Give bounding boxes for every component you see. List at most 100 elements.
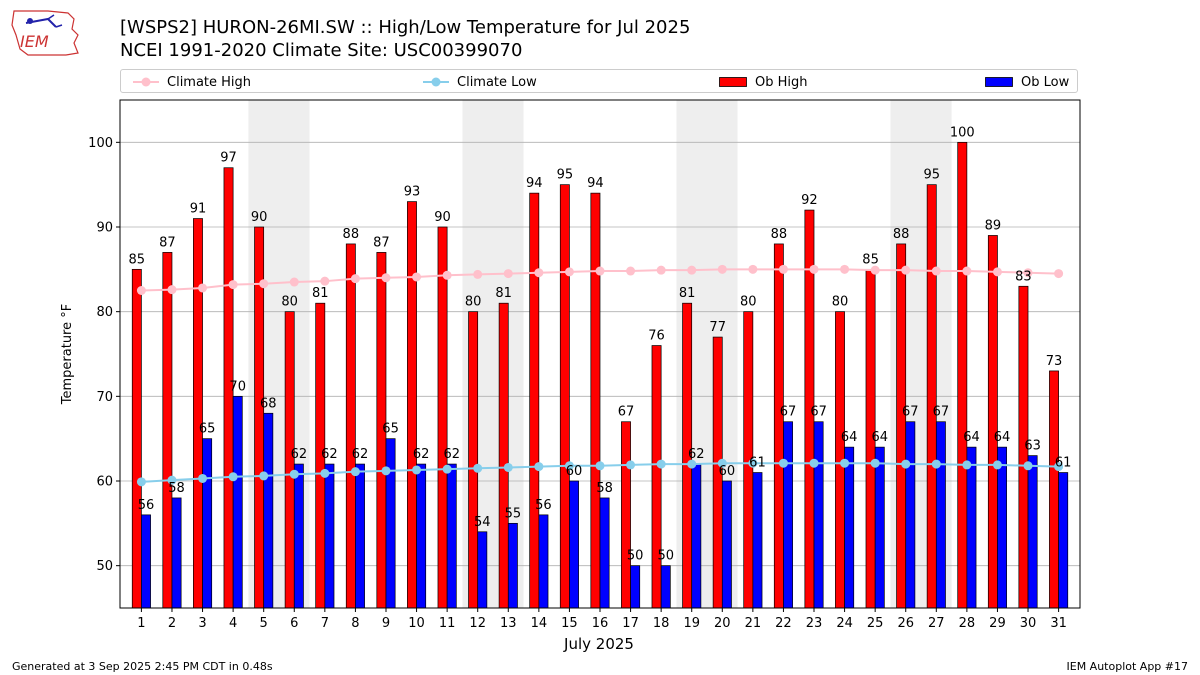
y-tick-label-90: 90 bbox=[96, 221, 113, 236]
point-climate-low-5 bbox=[259, 471, 269, 481]
label-ob-low-25: 64 bbox=[871, 430, 888, 445]
x-tick-label-19: 19 bbox=[683, 616, 700, 631]
point-climate-low-11 bbox=[442, 464, 452, 474]
point-climate-low-31 bbox=[1054, 462, 1064, 472]
x-tick-label-30: 30 bbox=[1020, 616, 1037, 631]
label-ob-high-28: 100 bbox=[950, 125, 975, 140]
point-climate-high-9 bbox=[381, 273, 391, 283]
point-climate-high-6 bbox=[289, 277, 299, 287]
point-climate-high-31 bbox=[1054, 269, 1064, 279]
point-climate-low-2 bbox=[167, 475, 177, 485]
label-ob-high-10: 93 bbox=[404, 185, 421, 200]
point-climate-high-15 bbox=[564, 267, 574, 277]
bar-ob-low-29 bbox=[997, 446, 1007, 609]
label-ob-low-12: 54 bbox=[474, 515, 491, 530]
label-ob-high-1: 85 bbox=[129, 252, 146, 267]
label-ob-high-6: 80 bbox=[281, 295, 298, 310]
point-climate-low-14 bbox=[534, 462, 544, 472]
bar-ob-low-2 bbox=[171, 497, 182, 609]
x-tick-label-13: 13 bbox=[500, 616, 517, 631]
label-ob-low-18: 50 bbox=[657, 549, 674, 564]
bar-ob-high-22 bbox=[773, 243, 784, 609]
x-tick-label-10: 10 bbox=[408, 616, 425, 631]
point-climate-low-12 bbox=[473, 463, 483, 473]
y-tick-label-50: 50 bbox=[96, 559, 113, 574]
label-ob-high-8: 88 bbox=[343, 227, 360, 242]
bar-ob-low-18 bbox=[660, 565, 671, 609]
point-climate-low-8 bbox=[350, 467, 360, 477]
bar-ob-low-30 bbox=[1027, 455, 1038, 609]
iem-logo-text: IEM bbox=[20, 32, 49, 51]
label-ob-low-9: 65 bbox=[382, 422, 399, 437]
label-ob-high-9: 87 bbox=[373, 235, 390, 250]
x-tick-label-28: 28 bbox=[959, 616, 976, 631]
point-climate-high-7 bbox=[320, 276, 330, 286]
point-climate-high-1 bbox=[136, 286, 146, 295]
label-ob-low-27: 67 bbox=[933, 405, 950, 420]
label-ob-low-13: 55 bbox=[505, 506, 522, 521]
point-climate-low-27 bbox=[931, 459, 941, 469]
chart-subtitle: NCEI 1991-2020 Climate Site: USC00399070 bbox=[120, 40, 523, 61]
point-climate-high-27 bbox=[931, 266, 941, 276]
label-ob-high-17: 67 bbox=[618, 405, 635, 420]
bar-ob-low-24 bbox=[844, 446, 855, 609]
point-climate-low-19 bbox=[687, 459, 697, 469]
label-ob-low-26: 67 bbox=[902, 405, 919, 420]
x-tick-label-21: 21 bbox=[745, 616, 762, 631]
bar-ob-low-13 bbox=[507, 522, 518, 609]
chart-title: [WSPS2] HURON-26MI.SW :: High/Low Temper… bbox=[120, 17, 691, 38]
legend-label-climate-high: Climate High bbox=[167, 74, 252, 90]
label-ob-low-10: 62 bbox=[413, 447, 430, 462]
legend-item-ob-low: Ob Low bbox=[985, 73, 1069, 91]
x-tick-label-9: 9 bbox=[382, 616, 390, 631]
label-ob-low-7: 62 bbox=[321, 447, 338, 462]
x-tick-label-15: 15 bbox=[561, 616, 578, 631]
label-ob-low-5: 68 bbox=[260, 396, 277, 411]
point-climate-high-5 bbox=[259, 279, 269, 289]
point-climate-low-21 bbox=[748, 458, 758, 468]
x-axis-label: July 2025 bbox=[563, 635, 634, 653]
label-ob-high-12: 80 bbox=[465, 295, 482, 310]
point-climate-low-1 bbox=[136, 477, 146, 487]
label-ob-high-2: 87 bbox=[159, 235, 176, 250]
x-tick-label-20: 20 bbox=[714, 616, 731, 631]
y-tick-label-100: 100 bbox=[88, 136, 113, 151]
label-ob-high-23: 92 bbox=[801, 193, 818, 208]
point-climate-high-19 bbox=[687, 265, 697, 275]
bar-ob-low-5 bbox=[263, 412, 274, 609]
bar-ob-low-7 bbox=[324, 463, 335, 609]
point-climate-low-9 bbox=[381, 466, 391, 476]
bar-ob-low-12 bbox=[477, 531, 488, 609]
bar-ob-low-10 bbox=[416, 463, 427, 609]
point-climate-low-26 bbox=[901, 459, 911, 469]
x-tick-label-1: 1 bbox=[137, 616, 145, 631]
x-tick-label-16: 16 bbox=[592, 616, 609, 631]
label-ob-low-15: 60 bbox=[566, 464, 583, 479]
y-tick-label-80: 80 bbox=[96, 305, 113, 320]
bar-ob-low-25 bbox=[874, 446, 885, 609]
label-ob-low-24: 64 bbox=[841, 430, 858, 445]
bar-ob-high-11 bbox=[437, 226, 448, 609]
point-climate-high-28 bbox=[962, 266, 972, 276]
bar-ob-low-27 bbox=[935, 421, 946, 609]
bar-ob-low-3 bbox=[202, 438, 213, 609]
point-climate-low-13 bbox=[503, 462, 513, 472]
point-climate-low-10 bbox=[412, 465, 422, 475]
bar-ob-low-21 bbox=[752, 472, 763, 609]
x-tick-label-27: 27 bbox=[928, 616, 945, 631]
x-tick-label-5: 5 bbox=[260, 616, 268, 631]
y-axis-label: Temperature °F bbox=[60, 304, 75, 405]
x-tick-label-2: 2 bbox=[168, 616, 176, 631]
label-ob-high-30: 83 bbox=[1015, 269, 1032, 284]
bar-ob-low-9 bbox=[385, 438, 396, 609]
label-ob-high-5: 90 bbox=[251, 210, 268, 225]
label-ob-low-2: 58 bbox=[168, 481, 185, 496]
point-climate-low-23 bbox=[809, 458, 819, 468]
point-climate-high-14 bbox=[534, 268, 544, 278]
bar-ob-low-14 bbox=[538, 514, 549, 609]
x-tick-label-3: 3 bbox=[198, 616, 206, 631]
legend-label-ob-low: Ob Low bbox=[1021, 74, 1070, 90]
point-climate-high-10 bbox=[412, 272, 422, 282]
bar-ob-low-23 bbox=[813, 421, 824, 609]
